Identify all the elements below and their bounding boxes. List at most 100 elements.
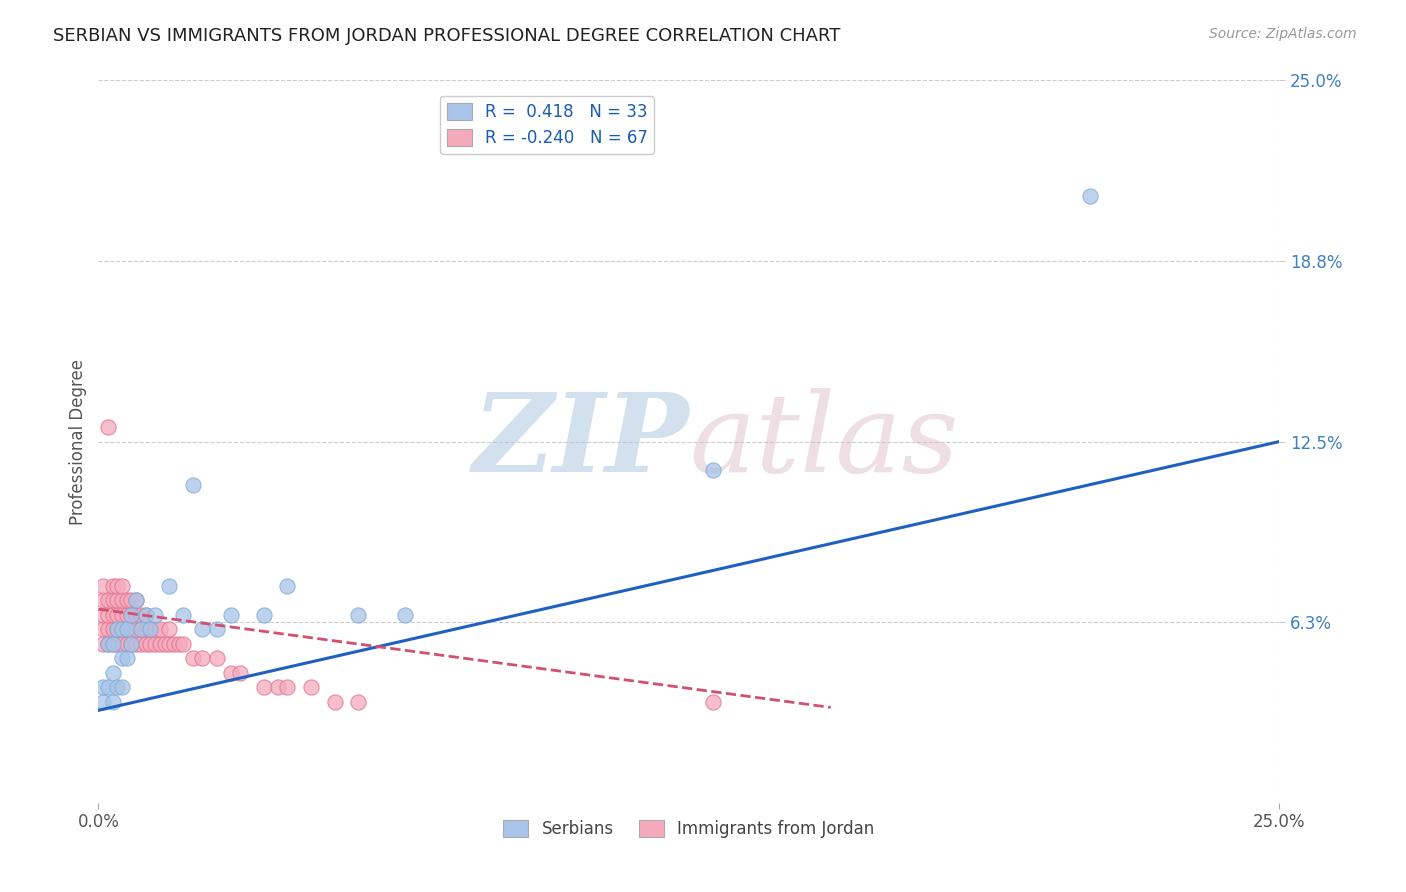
Point bbox=[125, 637, 148, 651]
Point bbox=[347, 695, 370, 709]
Point bbox=[97, 680, 120, 694]
Point bbox=[101, 637, 124, 651]
Point bbox=[91, 593, 114, 607]
Point bbox=[181, 478, 204, 492]
Point bbox=[125, 623, 148, 637]
Point bbox=[105, 593, 128, 607]
Point bbox=[205, 651, 228, 665]
Point bbox=[143, 623, 166, 637]
Point bbox=[172, 607, 194, 622]
Point bbox=[101, 623, 124, 637]
Point bbox=[111, 680, 134, 694]
Point bbox=[91, 695, 114, 709]
Point bbox=[129, 607, 152, 622]
Y-axis label: Professional Degree: Professional Degree bbox=[69, 359, 87, 524]
Point bbox=[167, 637, 190, 651]
Point bbox=[129, 623, 152, 637]
Point bbox=[121, 637, 143, 651]
Point bbox=[97, 607, 120, 622]
Point bbox=[253, 680, 276, 694]
Point bbox=[125, 607, 148, 622]
Point bbox=[702, 695, 724, 709]
Point bbox=[149, 637, 172, 651]
Point bbox=[125, 593, 148, 607]
Point bbox=[149, 623, 172, 637]
Point bbox=[157, 623, 180, 637]
Point bbox=[267, 680, 290, 694]
Point bbox=[139, 623, 162, 637]
Point bbox=[105, 579, 128, 593]
Point bbox=[121, 593, 143, 607]
Point bbox=[121, 607, 143, 622]
Point bbox=[219, 607, 242, 622]
Point bbox=[97, 637, 120, 651]
Point bbox=[121, 607, 143, 622]
Point bbox=[191, 623, 214, 637]
Point bbox=[111, 623, 134, 637]
Point bbox=[105, 607, 128, 622]
Text: SERBIAN VS IMMIGRANTS FROM JORDAN PROFESSIONAL DEGREE CORRELATION CHART: SERBIAN VS IMMIGRANTS FROM JORDAN PROFES… bbox=[53, 27, 841, 45]
Point bbox=[97, 593, 120, 607]
Point bbox=[143, 607, 166, 622]
Point bbox=[105, 680, 128, 694]
Point bbox=[299, 680, 322, 694]
Text: ZIP: ZIP bbox=[472, 388, 689, 495]
Point bbox=[97, 637, 120, 651]
Point bbox=[105, 623, 128, 637]
Text: Source: ZipAtlas.com: Source: ZipAtlas.com bbox=[1209, 27, 1357, 41]
Point bbox=[276, 579, 298, 593]
Point bbox=[219, 665, 242, 680]
Point bbox=[115, 607, 138, 622]
Point bbox=[135, 607, 157, 622]
Point bbox=[115, 593, 138, 607]
Point bbox=[157, 579, 180, 593]
Point bbox=[111, 607, 134, 622]
Point bbox=[702, 463, 724, 477]
Point bbox=[135, 607, 157, 622]
Point bbox=[91, 579, 114, 593]
Point bbox=[205, 623, 228, 637]
Point bbox=[111, 637, 134, 651]
Point bbox=[91, 623, 114, 637]
Point bbox=[111, 579, 134, 593]
Point bbox=[125, 593, 148, 607]
Legend: Serbians, Immigrants from Jordan: Serbians, Immigrants from Jordan bbox=[496, 814, 882, 845]
Point bbox=[97, 623, 120, 637]
Point bbox=[111, 623, 134, 637]
Point bbox=[101, 637, 124, 651]
Point bbox=[91, 607, 114, 622]
Point bbox=[135, 623, 157, 637]
Point bbox=[163, 637, 186, 651]
Point bbox=[129, 637, 152, 651]
Point bbox=[121, 623, 143, 637]
Point bbox=[91, 637, 114, 651]
Point bbox=[276, 680, 298, 694]
Point bbox=[181, 651, 204, 665]
Point bbox=[101, 593, 124, 607]
Point bbox=[101, 607, 124, 622]
Point bbox=[135, 637, 157, 651]
Point bbox=[115, 623, 138, 637]
Point bbox=[91, 680, 114, 694]
Point bbox=[115, 637, 138, 651]
Point bbox=[115, 651, 138, 665]
Point bbox=[143, 637, 166, 651]
Point bbox=[229, 665, 252, 680]
Point bbox=[97, 420, 120, 434]
Point bbox=[323, 695, 346, 709]
Point bbox=[139, 637, 162, 651]
Point bbox=[253, 607, 276, 622]
Point bbox=[105, 623, 128, 637]
Point bbox=[129, 623, 152, 637]
Point bbox=[101, 665, 124, 680]
Point bbox=[153, 637, 176, 651]
Point bbox=[172, 637, 194, 651]
Point bbox=[115, 623, 138, 637]
Point bbox=[1080, 189, 1102, 203]
Point bbox=[105, 637, 128, 651]
Point bbox=[191, 651, 214, 665]
Point bbox=[139, 623, 162, 637]
Point bbox=[101, 695, 124, 709]
Point bbox=[157, 637, 180, 651]
Point bbox=[111, 651, 134, 665]
